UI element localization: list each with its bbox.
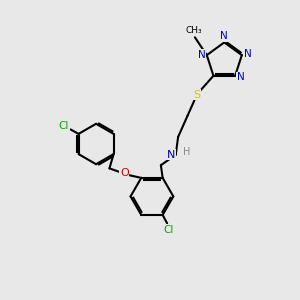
Text: Cl: Cl — [58, 121, 69, 130]
Text: N: N — [237, 72, 244, 82]
Text: H: H — [183, 147, 191, 158]
Text: Cl: Cl — [164, 225, 174, 235]
Text: O: O — [120, 168, 129, 178]
Text: N: N — [220, 32, 228, 41]
Text: N: N — [167, 150, 176, 160]
Text: CH₃: CH₃ — [185, 26, 202, 35]
Text: N: N — [198, 50, 205, 59]
Text: S: S — [193, 90, 200, 100]
Text: N: N — [244, 49, 252, 59]
